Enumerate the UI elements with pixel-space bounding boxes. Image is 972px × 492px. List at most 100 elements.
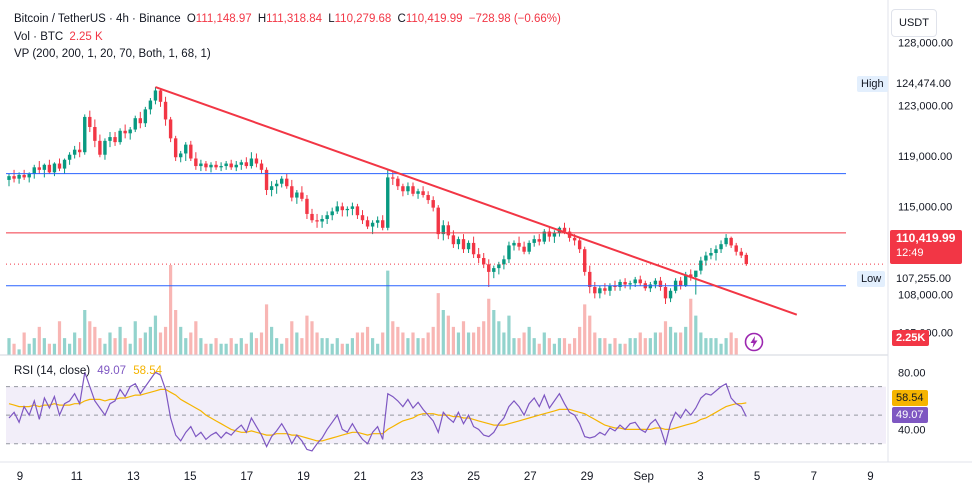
- candle-body: [133, 118, 137, 130]
- volume-bar: [411, 332, 415, 355]
- candle-body: [482, 258, 486, 265]
- volume-bar: [310, 321, 314, 355]
- rsi-line: [8, 371, 747, 452]
- volume-bar: [325, 338, 329, 355]
- volume-bar: [431, 326, 435, 355]
- candle-body: [663, 287, 668, 299]
- candle-body: [239, 162, 243, 165]
- volume-bar: [567, 343, 572, 355]
- open-value: 111,148.97: [195, 13, 252, 25]
- volume-bar: [355, 332, 360, 355]
- candle-body: [497, 264, 501, 269]
- lightning-icon[interactable]: [744, 332, 764, 352]
- candle-body: [214, 164, 218, 168]
- volume-bar: [371, 338, 375, 355]
- volume-bar: [729, 332, 733, 355]
- candle-body: [330, 211, 334, 216]
- vp-legend[interactable]: VP (200, 200, 1, 20, 70, Both, 1, 68, 1): [14, 47, 214, 61]
- price-tick-label: 123,000.00: [898, 101, 953, 113]
- high-value: 111,318.84: [266, 13, 323, 25]
- time-tick-label: 9: [867, 471, 873, 483]
- candle-body: [603, 288, 607, 291]
- candle-body: [381, 220, 385, 228]
- volume-bar: [17, 349, 21, 355]
- volume-bar: [684, 326, 688, 355]
- volume-bar: [123, 338, 127, 355]
- candle-body: [57, 163, 62, 169]
- volume-bar: [32, 338, 36, 355]
- volume-bar: [204, 343, 208, 355]
- candle-body: [689, 274, 693, 277]
- candle-body: [684, 274, 688, 286]
- symbol-title[interactable]: Bitcoin / TetherUS · 4h · Binance: [14, 13, 181, 25]
- candle-body: [739, 251, 743, 256]
- volume-tag: 2.25K: [892, 330, 930, 346]
- high-tag: High: [857, 76, 888, 92]
- time-tick-label: 13: [127, 471, 140, 483]
- volume-bar: [562, 338, 567, 355]
- volume-bar: [663, 321, 668, 355]
- candle-body: [199, 163, 203, 167]
- volume-bar: [421, 338, 425, 355]
- last-price-value: 110,419.99: [896, 231, 956, 245]
- candle-body: [158, 90, 163, 102]
- volume-bar: [350, 338, 354, 355]
- time-tick-label: 19: [297, 471, 310, 483]
- candle-body: [234, 164, 238, 168]
- volume-bar: [512, 338, 516, 355]
- volume-bar: [492, 310, 496, 355]
- volume-bar: [709, 338, 713, 355]
- last-price-tag: 110,419.99 12:49: [890, 230, 962, 264]
- rsi-tick-label: 80.00: [898, 367, 926, 379]
- open-label: O: [186, 13, 196, 25]
- candle-body: [527, 242, 531, 252]
- time-tick-label: 23: [411, 471, 424, 483]
- candle-body: [577, 240, 582, 250]
- volume-bar: [552, 343, 556, 355]
- volume-bar: [214, 338, 218, 355]
- volume-bar: [62, 338, 67, 355]
- volume-bar: [295, 332, 299, 355]
- candle-body: [552, 232, 557, 237]
- volume-bar: [381, 332, 385, 355]
- candle-body: [562, 227, 567, 232]
- volume-bar: [532, 338, 536, 355]
- volume-bar: [47, 343, 51, 355]
- currency-button[interactable]: USDT: [891, 9, 937, 37]
- rsi-ma-value: 58.54: [133, 365, 163, 377]
- volume-bar: [27, 343, 31, 355]
- volume-legend[interactable]: Vol · BTC 2.25 K: [14, 30, 106, 44]
- volume-bar: [280, 343, 284, 355]
- volume-bar: [396, 326, 400, 355]
- candle-body: [653, 280, 658, 285]
- volume-bar: [113, 338, 117, 355]
- volume-bar: [406, 338, 410, 355]
- candle-body: [668, 290, 673, 299]
- candle-body: [547, 231, 552, 237]
- volume-bar: [679, 332, 683, 355]
- candle-body: [163, 101, 168, 120]
- volume-bar: [285, 338, 289, 355]
- candle-body: [148, 100, 153, 110]
- candle-body: [269, 186, 274, 190]
- candle-body: [12, 176, 16, 179]
- volume-bar: [527, 326, 531, 355]
- volume-bar: [340, 343, 344, 355]
- candle-body: [83, 116, 87, 153]
- candle-body: [436, 207, 440, 235]
- candle-body: [537, 239, 541, 242]
- rsi-value: 49.07: [97, 365, 127, 377]
- candle-body: [280, 178, 284, 184]
- rsi-tick-label: 40.00: [898, 424, 926, 436]
- volume-bar: [482, 321, 486, 355]
- volume-bar: [259, 332, 264, 355]
- candle-body: [72, 149, 77, 155]
- candle-body: [320, 218, 324, 222]
- volume-bar: [714, 338, 718, 355]
- volume-bar: [522, 332, 526, 355]
- candle-body: [542, 231, 546, 242]
- volume-bar: [138, 338, 142, 355]
- rsi-legend[interactable]: RSI (14, close) 49.07 58.54: [14, 365, 162, 377]
- volume-bar: [613, 338, 617, 355]
